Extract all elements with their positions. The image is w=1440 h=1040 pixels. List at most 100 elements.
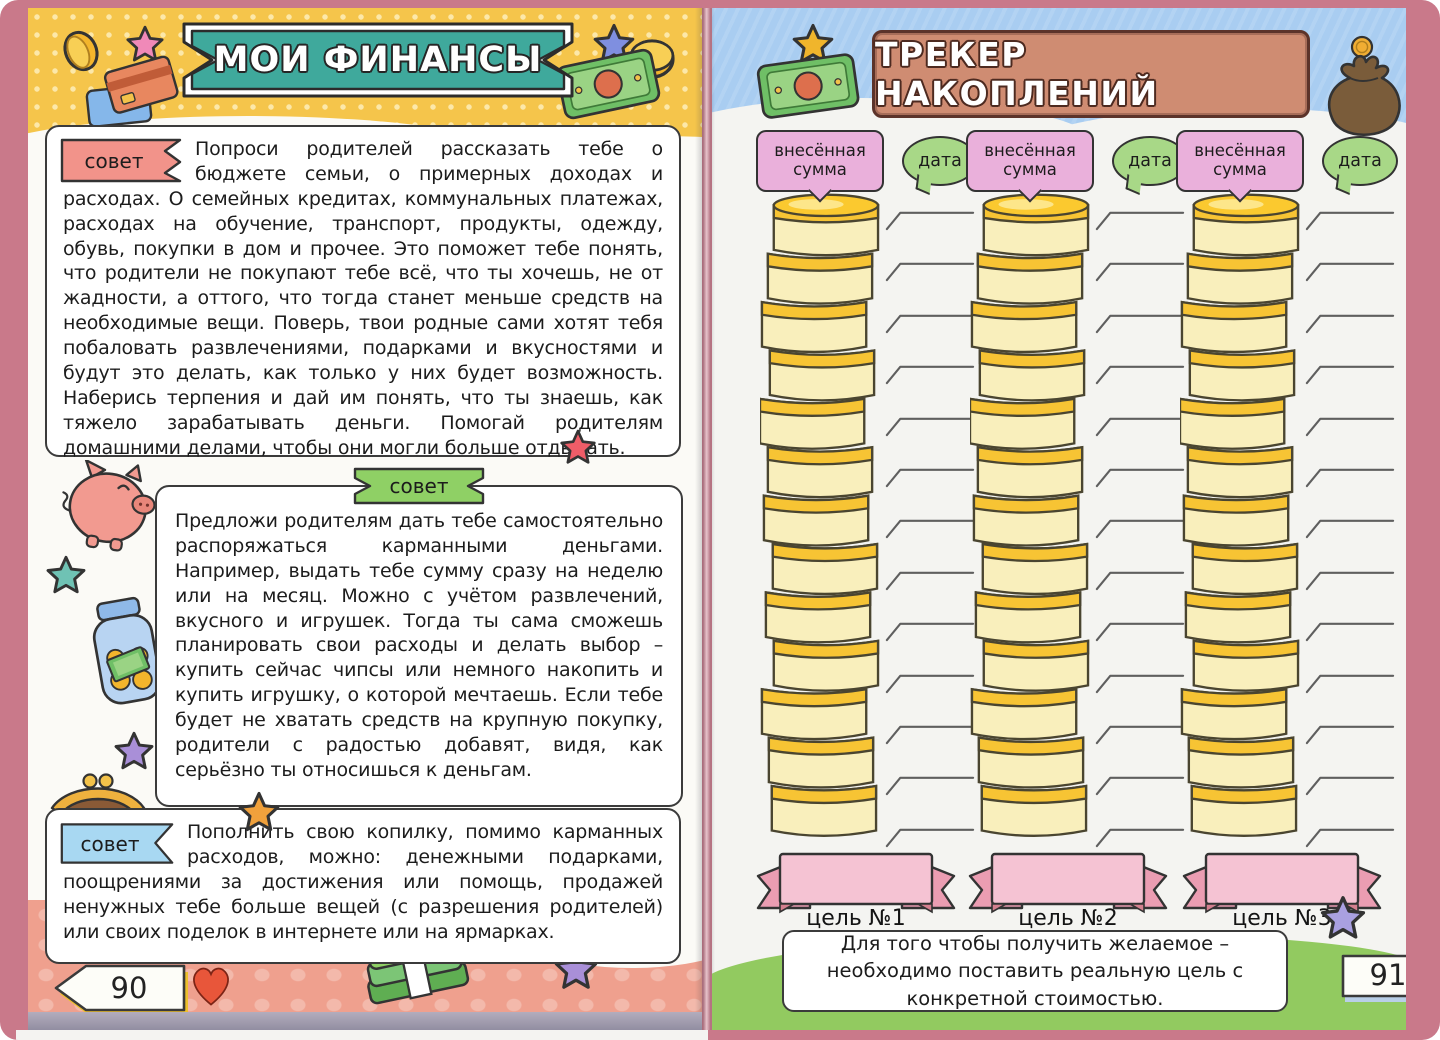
write-line bbox=[885, 828, 975, 848]
coin bbox=[1180, 687, 1288, 741]
page-number-pennant-right: 91 bbox=[1337, 948, 1406, 1002]
coin bbox=[1188, 349, 1296, 402]
page-number: 91 bbox=[1369, 958, 1406, 992]
banknote-icon bbox=[756, 53, 860, 119]
write-line bbox=[1305, 520, 1395, 539]
book-spine bbox=[695, 8, 715, 1030]
write-line bbox=[885, 520, 975, 539]
coin bbox=[1184, 591, 1292, 644]
coin bbox=[1192, 193, 1300, 257]
star-icon bbox=[1318, 894, 1368, 944]
coin bbox=[1180, 397, 1286, 450]
tip-box-1: совет Попроси родителей рассказать тебе … bbox=[45, 125, 681, 459]
write-line bbox=[1305, 211, 1395, 231]
write-line bbox=[1095, 263, 1185, 282]
goal-ribbon-2: цель №2 bbox=[966, 846, 1170, 946]
coin bbox=[1191, 542, 1299, 596]
coin-stack bbox=[970, 193, 1090, 837]
left-page-title: МОИ ФИНАНСЫ bbox=[213, 40, 543, 80]
amount-write-lines bbox=[1094, 208, 1186, 848]
write-line bbox=[1305, 263, 1395, 282]
write-line bbox=[885, 622, 975, 642]
flag-shape bbox=[60, 823, 174, 864]
left-page-title-banner: МОИ ФИНАНСЫ bbox=[178, 18, 578, 102]
goal-ribbon-3: цель №3 bbox=[1180, 846, 1384, 946]
coin bbox=[977, 736, 1085, 789]
write-line bbox=[1305, 417, 1395, 436]
amount-bubble: внесённая сумма bbox=[756, 130, 884, 192]
pennant-shape bbox=[1341, 954, 1406, 1002]
tip-text-1: Попроси родителей рассказать тебе о бюдж… bbox=[63, 138, 663, 459]
coin bbox=[1182, 494, 1290, 547]
tip-tag-3: совет bbox=[59, 820, 175, 867]
coin bbox=[970, 397, 1076, 450]
write-line bbox=[1095, 674, 1185, 693]
goal-label: цель №1 bbox=[806, 906, 906, 931]
star-icon bbox=[44, 554, 88, 598]
write-line bbox=[1305, 828, 1395, 848]
tip-tag-label: совет bbox=[84, 148, 144, 173]
coin bbox=[772, 639, 880, 692]
write-line bbox=[1095, 468, 1185, 488]
left-page: МОИ ФИНАНСЫ совет Попроси родителей расс… bbox=[28, 8, 702, 1012]
date-bubble: дата bbox=[1322, 136, 1398, 186]
coin bbox=[771, 542, 879, 596]
write-line bbox=[885, 417, 975, 436]
coin-jar-icon bbox=[92, 596, 162, 705]
ribbon-banner-shape bbox=[1182, 852, 1382, 914]
right-page-title-plaque: ТРЕКЕР НАКОПЛЕНИЙ bbox=[872, 30, 1310, 118]
ribbon-shape bbox=[353, 467, 485, 505]
write-line bbox=[1305, 777, 1395, 796]
coin bbox=[978, 349, 1086, 402]
ribbon-banner-shape bbox=[968, 852, 1168, 914]
coin-stack bbox=[1180, 193, 1300, 837]
goal-label: цель №3 bbox=[1232, 906, 1332, 931]
write-line bbox=[1305, 622, 1395, 642]
write-line bbox=[1095, 314, 1185, 333]
coin bbox=[982, 193, 1090, 257]
coin bbox=[1186, 252, 1294, 305]
write-line bbox=[1305, 314, 1395, 333]
amount-write-lines bbox=[884, 208, 976, 848]
tip-text-3: Пополнить свою копилку, помимо карманных… bbox=[63, 821, 663, 943]
credit-cards-icon bbox=[85, 55, 179, 128]
pennant-shape bbox=[54, 964, 188, 1012]
write-line bbox=[1305, 365, 1395, 385]
coin bbox=[970, 300, 1078, 354]
coin bbox=[1187, 736, 1295, 789]
write-line bbox=[1305, 725, 1395, 745]
coin bbox=[760, 687, 868, 741]
amount-bubble: внесённая сумма bbox=[1176, 130, 1304, 192]
coin bbox=[982, 639, 1090, 692]
coin bbox=[760, 300, 868, 354]
write-line bbox=[1095, 520, 1185, 539]
page-edge bbox=[16, 1030, 708, 1040]
tip-tag-2: совет bbox=[349, 465, 489, 507]
flag-shape bbox=[60, 138, 182, 183]
write-line bbox=[885, 571, 975, 590]
piggy-bank-icon bbox=[62, 460, 156, 552]
coin bbox=[1190, 784, 1298, 837]
page-number-pennant-left: 90 bbox=[50, 960, 190, 1012]
write-line bbox=[1095, 777, 1185, 796]
write-line bbox=[1095, 828, 1185, 848]
coin bbox=[972, 494, 1080, 547]
write-line bbox=[1305, 674, 1395, 693]
heart-icon bbox=[193, 967, 229, 1006]
tip-tag-1: совет bbox=[59, 137, 183, 184]
write-line bbox=[1095, 622, 1185, 642]
coin bbox=[976, 252, 1084, 305]
coin bbox=[980, 784, 1088, 837]
write-line bbox=[1095, 211, 1185, 231]
coin bbox=[772, 193, 880, 257]
tip-tag-label: совет bbox=[80, 831, 140, 856]
write-line bbox=[1095, 571, 1185, 590]
write-line bbox=[885, 725, 975, 745]
coin bbox=[974, 591, 1082, 644]
write-line bbox=[1095, 725, 1185, 745]
write-line bbox=[1305, 571, 1395, 590]
footer-note: Для того чтобы получить желаемое – необх… bbox=[782, 930, 1288, 1012]
coin-stack bbox=[760, 193, 880, 837]
right-page-title: ТРЕКЕР НАКОПЛЕНИЙ bbox=[875, 35, 1159, 113]
